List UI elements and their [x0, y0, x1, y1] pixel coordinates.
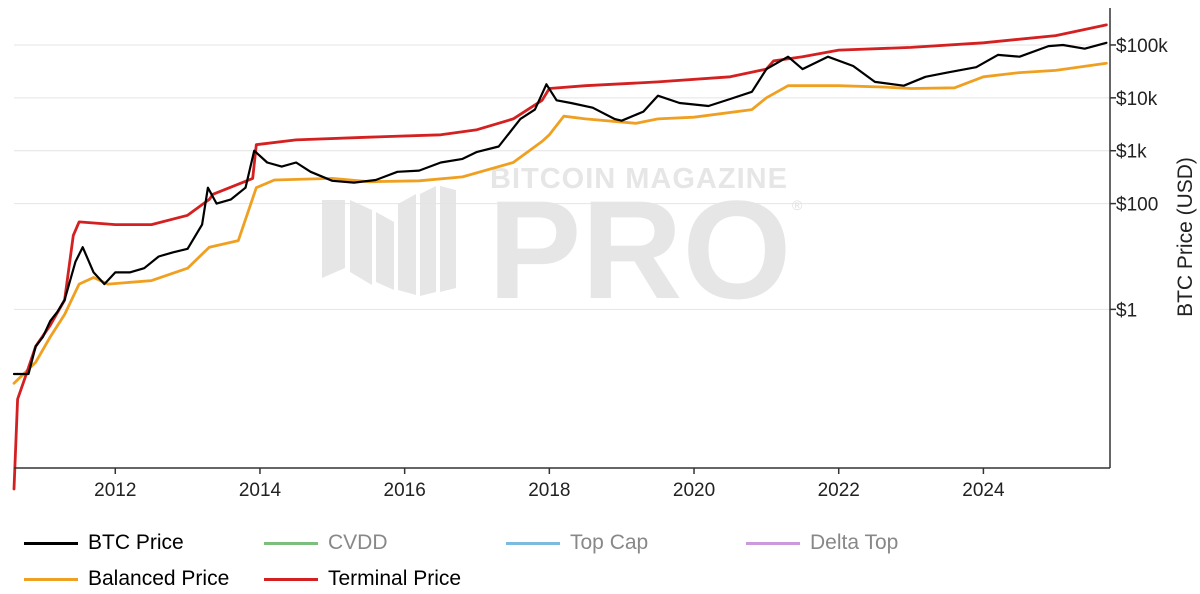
x-tick-label: 2024 — [962, 480, 1005, 501]
legend-item-terminal-price[interactable]: Terminal Price — [264, 564, 461, 594]
chart-canvas: BITCOIN MAGAZINE PRO ® $1 $100 $1k $10k $100… — [12, 8, 1197, 501]
legend-label: CVDD — [328, 531, 388, 554]
y-tick-labels: $1 $100 $1k $10k $100k — [1110, 36, 1168, 321]
legend-label: Delta Top — [810, 531, 899, 554]
y-axis-title: BTC Price (USD) — [1174, 157, 1197, 317]
watermark: BITCOIN MAGAZINE PRO ® — [322, 163, 803, 328]
legend-label: Terminal Price — [328, 567, 462, 590]
legend-label: Top Cap — [570, 531, 649, 554]
x-tick-label: 2022 — [818, 480, 860, 501]
watermark-logo-icon — [322, 186, 456, 296]
watermark-brand: BITCOIN MAGAZINE — [490, 163, 788, 195]
gridlines — [14, 44, 1110, 310]
legend-item-cvdd[interactable]: CVDD — [264, 528, 388, 558]
y-tick-label: $1 — [1116, 300, 1137, 321]
x-tick-label: 2012 — [94, 480, 136, 501]
legend-swatch — [264, 577, 318, 581]
x-tick-label: 2014 — [239, 480, 282, 501]
y-tick-label: $1k — [1116, 142, 1147, 163]
legend-label: Balanced Price — [88, 567, 230, 590]
x-tick-label: 2020 — [673, 480, 715, 501]
y-tick-label: $100 — [1116, 195, 1158, 216]
legend-label: BTC Price — [88, 531, 184, 554]
x-tick-label: 2018 — [528, 480, 570, 501]
legend-item-btc-price[interactable]: BTC Price — [24, 528, 184, 558]
legend-item-delta-top[interactable]: Delta Top — [746, 528, 898, 558]
legend-swatch — [24, 577, 78, 581]
watermark-registered: ® — [792, 197, 803, 213]
legend-swatch — [506, 541, 560, 545]
x-tick-labels: 2012 2014 2016 2018 2020 2022 2024 — [94, 468, 1005, 501]
series-lines — [12, 23, 1108, 491]
legend-item-top-cap[interactable]: Top Cap — [506, 528, 648, 558]
y-tick-label: $10k — [1116, 89, 1158, 110]
watermark-pro: PRO — [488, 171, 791, 328]
legend-swatch — [746, 541, 800, 545]
legend-item-balanced-price[interactable]: Balanced Price — [24, 564, 229, 594]
y-tick-label: $100k — [1116, 36, 1168, 57]
legend-swatch — [264, 541, 318, 545]
series-line-btc-price — [12, 41, 1108, 376]
x-tick-label: 2016 — [384, 480, 426, 501]
series-line-terminal-price — [12, 23, 1108, 491]
legend-swatch — [24, 541, 78, 545]
